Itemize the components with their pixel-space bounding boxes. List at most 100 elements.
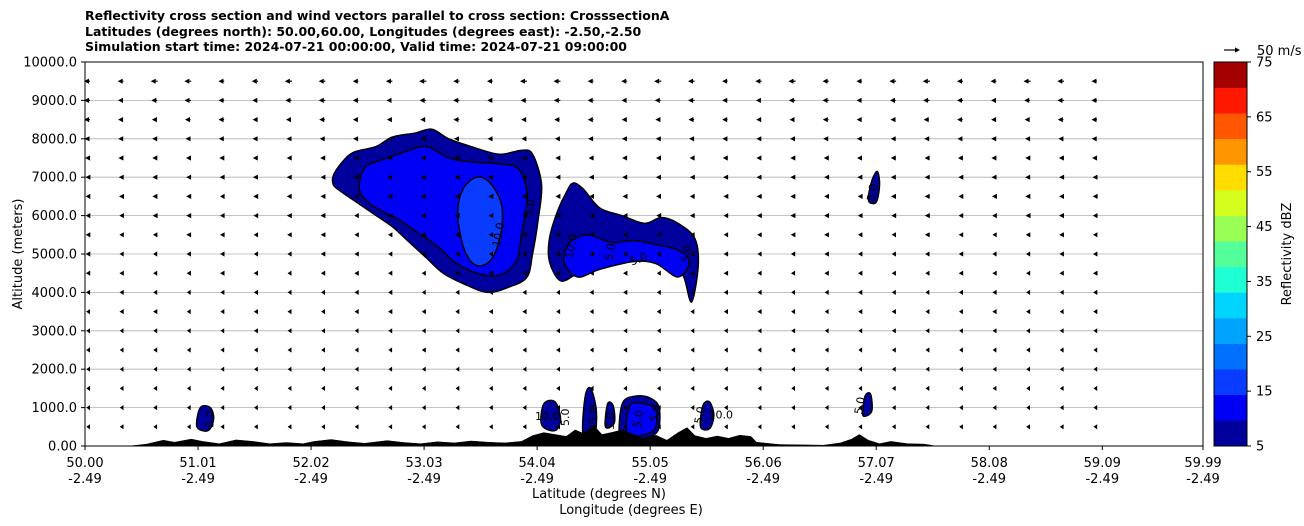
wind-vector bbox=[656, 328, 661, 334]
wind-vector bbox=[455, 366, 460, 372]
wind-vector bbox=[556, 270, 561, 276]
wind-vector bbox=[85, 97, 90, 103]
wind-vector bbox=[925, 405, 930, 411]
wind-vector bbox=[151, 117, 157, 123]
wind-vector bbox=[992, 309, 997, 315]
colorbar: 5 15 25 35 45 55 65 75 bbox=[1213, 56, 1273, 455]
wind-vector bbox=[488, 232, 494, 238]
wind-vector bbox=[85, 232, 91, 238]
wind-vector bbox=[556, 289, 560, 295]
wind-vector bbox=[421, 232, 427, 238]
wind-vector bbox=[958, 213, 964, 219]
wind-vector bbox=[990, 78, 997, 84]
wind-vector bbox=[119, 347, 124, 353]
wind-vector bbox=[589, 405, 594, 411]
wind-vector bbox=[220, 289, 225, 295]
wind-vector bbox=[287, 232, 292, 238]
wind-vector bbox=[454, 174, 460, 180]
wind-vector bbox=[86, 309, 90, 315]
wind-vector bbox=[959, 366, 963, 372]
wind-vector bbox=[1093, 347, 1098, 353]
wind-vector bbox=[1059, 251, 1064, 257]
wind-vector bbox=[489, 366, 493, 372]
wind-vector bbox=[318, 78, 326, 84]
wind-vector bbox=[892, 366, 896, 372]
wind-vector bbox=[555, 232, 561, 238]
wind-vector bbox=[556, 385, 560, 391]
wind-vector bbox=[823, 155, 829, 161]
wind-vector bbox=[791, 405, 795, 411]
wind-vector bbox=[286, 213, 292, 219]
wind-vector bbox=[354, 289, 359, 295]
wind-vector bbox=[992, 366, 997, 372]
wind-vector bbox=[253, 309, 258, 315]
wind-vector bbox=[723, 270, 729, 276]
wind-vector bbox=[254, 405, 258, 411]
wind-vector bbox=[623, 366, 628, 372]
x-tick-label-lat: 54.04 bbox=[519, 456, 556, 471]
wind-vector bbox=[690, 328, 695, 334]
wind-vector bbox=[153, 424, 158, 430]
wind-vector bbox=[824, 174, 830, 180]
wind-vector bbox=[757, 289, 762, 295]
wind-vector bbox=[622, 155, 628, 161]
wind-vector bbox=[153, 347, 158, 353]
wind-vector bbox=[421, 155, 426, 161]
contour-label: 5.0 bbox=[647, 404, 663, 423]
wind-vector bbox=[789, 117, 795, 123]
wind-vector bbox=[321, 385, 325, 391]
wind-vector bbox=[1026, 251, 1031, 257]
wind-vector bbox=[856, 78, 862, 84]
wind-vector bbox=[488, 213, 494, 219]
wind-vector bbox=[1059, 289, 1064, 295]
wind-vector bbox=[321, 366, 325, 372]
wind-vector bbox=[556, 405, 560, 411]
wind-vector bbox=[220, 424, 225, 430]
wind-vector bbox=[690, 251, 695, 257]
wind-vector bbox=[992, 347, 997, 353]
wind-vector bbox=[756, 174, 762, 180]
wind-vector bbox=[654, 97, 661, 103]
wind-vector bbox=[589, 347, 594, 353]
wind-vector bbox=[858, 270, 863, 276]
wind-vector bbox=[654, 78, 662, 84]
wind-vector bbox=[85, 251, 91, 257]
x-tick-label-lat: 53.03 bbox=[405, 456, 442, 471]
wind-vector bbox=[788, 97, 796, 103]
wind-vector bbox=[488, 270, 494, 276]
wind-vector bbox=[857, 174, 863, 180]
wind-vector bbox=[388, 347, 393, 353]
wind-vector bbox=[555, 251, 561, 257]
wind-vector bbox=[858, 232, 863, 238]
wind-vector bbox=[1025, 174, 1031, 180]
contour-label: 5.0 bbox=[522, 198, 538, 217]
wind-vector bbox=[1024, 97, 1030, 103]
wind-vector bbox=[722, 97, 728, 103]
wind-vector bbox=[286, 155, 292, 161]
wind-vector bbox=[1093, 328, 1098, 334]
wind-vector bbox=[86, 385, 90, 391]
wind-vector bbox=[553, 78, 561, 84]
wind-vector bbox=[622, 193, 628, 199]
wind-vector bbox=[354, 270, 359, 276]
wind-vector bbox=[656, 289, 661, 295]
wind-vector bbox=[824, 213, 829, 219]
wind-vector bbox=[959, 385, 963, 391]
wind-vector bbox=[287, 309, 292, 315]
wind-vector bbox=[959, 328, 963, 334]
x-tick-label-lon: -2.49 bbox=[181, 472, 215, 487]
wind-vector bbox=[555, 193, 561, 199]
wind-vector bbox=[85, 78, 90, 84]
colorbar-tick-label: 35 bbox=[1256, 275, 1273, 290]
wind-vector bbox=[152, 155, 158, 161]
wind-vector bbox=[252, 174, 258, 180]
wind-vector bbox=[388, 289, 393, 295]
wind-vector bbox=[892, 385, 896, 391]
wind-vector bbox=[321, 424, 325, 430]
y-tick-label: 5000.0 bbox=[32, 248, 78, 263]
wind-vector bbox=[187, 424, 191, 430]
wind-vector bbox=[320, 155, 326, 161]
wind-vector bbox=[520, 78, 527, 84]
wind-vector bbox=[891, 328, 896, 334]
wind-vector bbox=[186, 232, 192, 238]
